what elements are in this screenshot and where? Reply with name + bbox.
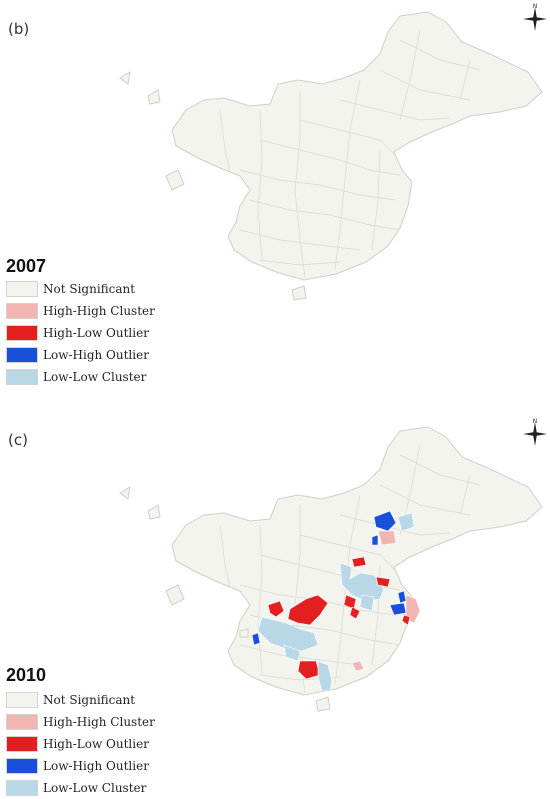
legend-item-not-significant: Not Significant [6, 689, 155, 711]
legend-label: Low-Low Cluster [43, 370, 147, 384]
legend-item-high-low: High-Low Outlier [6, 733, 155, 755]
year-title: 2010 [6, 665, 47, 685]
low-low-region-south [317, 660, 333, 692]
north-letter-holder: N [533, 418, 538, 425]
map-panel-2007: (b) N 2007 Not Significant High-High Clu… [0, 0, 550, 399]
legend-label: Low-High Outlier [43, 759, 149, 773]
legend-label: Not Significant [43, 282, 136, 296]
low-low-region-northeast [397, 512, 415, 532]
low-low-region-southwest [257, 616, 319, 652]
legend-item-low-high: Low-High Outlier [6, 344, 155, 366]
legend-swatch [6, 692, 38, 708]
china-outline-2007 [171, 11, 543, 281]
high-low-region-sichuan [287, 594, 329, 626]
low-low-region-central-2 [359, 594, 375, 612]
legend-label: High-High Cluster [43, 715, 155, 729]
year-title: 2007 [6, 256, 47, 276]
legend-swatch [6, 714, 38, 730]
panel-label: (b) [8, 20, 30, 38]
legend-item-high-high: High-High Cluster [6, 711, 155, 733]
high-high-region-north [377, 530, 397, 546]
legend-swatch [6, 347, 38, 363]
legend-label: Not Significant [43, 693, 136, 707]
legend-swatch [6, 303, 38, 319]
north-arrow-icon [523, 422, 547, 446]
high-high-region-east-coast [405, 594, 421, 624]
high-low-region-central-2 [349, 606, 361, 620]
island-shapes-2010 [119, 486, 331, 712]
legend-item-low-low: Low-Low Cluster [6, 366, 155, 388]
high-high-region-south-coast [351, 660, 365, 672]
legend-label: High-Low Outlier [43, 326, 149, 340]
map-panel-2010: (c) N 2010 Not Significant High-High Clu… [0, 399, 550, 798]
china-outline-2010 [171, 426, 543, 696]
north-letter: N [533, 418, 538, 425]
legend-swatch [6, 325, 38, 341]
legend-swatch [6, 758, 38, 774]
legend-label: Low-Low Cluster [43, 781, 147, 795]
panel-label: (c) [8, 431, 28, 449]
map-2010 [119, 426, 543, 712]
high-low-region-east [375, 576, 391, 588]
legend-item-low-high: Low-High Outlier [6, 755, 155, 777]
low-high-region-west [251, 632, 261, 646]
high-low-region-central-north [351, 556, 367, 568]
legend-swatch [6, 780, 38, 796]
high-low-region-south [297, 660, 321, 680]
map-2007 [119, 11, 543, 301]
cluster-regions-2010 [251, 510, 421, 692]
high-low-region-west [267, 600, 285, 618]
north-arrow-icon [523, 7, 547, 31]
legend-label: High-Low Outlier [43, 737, 149, 751]
legend: Not Significant High-High Cluster High-L… [6, 689, 155, 799]
legend-item-not-significant: Not Significant [6, 278, 155, 300]
low-low-region-southwest-2 [283, 644, 301, 662]
legend-swatch [6, 281, 38, 297]
legend-item-low-low: Low-Low Cluster [6, 777, 155, 799]
low-high-region-north-2 [371, 534, 379, 546]
legend-swatch [6, 369, 38, 385]
low-high-region-north [373, 510, 397, 532]
legend-item-high-high: High-High Cluster [6, 300, 155, 322]
legend-label: Low-High Outlier [43, 348, 149, 362]
island-shapes-2007 [119, 71, 307, 301]
legend: Not Significant High-High Cluster High-L… [6, 278, 155, 388]
legend-swatch [6, 736, 38, 752]
low-low-region-central [339, 562, 385, 602]
high-low-region-coast [401, 614, 411, 626]
legend-item-high-low: High-Low Outlier [6, 322, 155, 344]
north-letter-holder: N [533, 3, 538, 10]
north-letter: N [533, 3, 538, 10]
legend-label: High-High Cluster [43, 304, 155, 318]
